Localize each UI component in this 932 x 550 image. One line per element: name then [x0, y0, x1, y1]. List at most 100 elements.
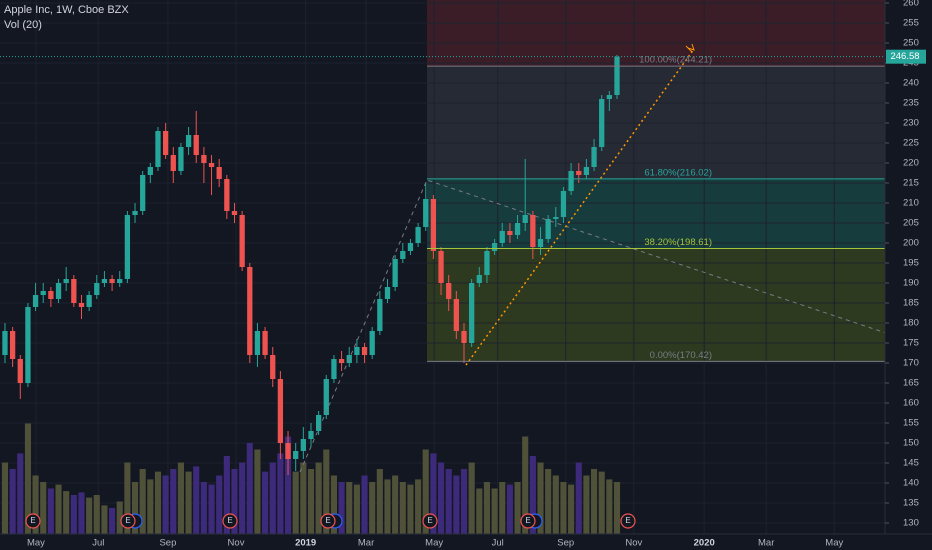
fib-label: 61.80%(216.02)	[644, 167, 712, 178]
event-icon	[422, 513, 438, 529]
volume-bar	[407, 484, 414, 534]
fib-zone	[427, 0, 885, 67]
fib-label: 100.00%(244.21)	[639, 55, 712, 66]
candle-body	[522, 215, 528, 223]
y-tick-label: 240	[903, 78, 919, 89]
candle-body	[86, 295, 92, 307]
y-tick-label: 250	[903, 38, 919, 49]
candle-body	[78, 303, 85, 307]
volume-bar	[17, 453, 24, 534]
candle-body	[338, 359, 345, 363]
candle-body	[507, 231, 513, 235]
y-tick-label: 170	[903, 358, 919, 369]
volume-bar	[453, 475, 460, 534]
event-icon	[320, 513, 336, 529]
price-axis	[885, 0, 932, 534]
candle-body	[201, 155, 207, 163]
volume-bar	[269, 462, 276, 534]
candle-body	[415, 227, 421, 243]
volume-bar	[116, 501, 123, 534]
candle-body	[293, 451, 299, 459]
volume-bar	[491, 488, 498, 534]
candle-body	[530, 215, 536, 247]
last-price-label: 246.58	[890, 51, 919, 62]
volume-bar	[476, 488, 483, 534]
volume-bar	[552, 475, 559, 534]
candle-body	[323, 379, 329, 415]
candle-body	[446, 283, 452, 299]
volume-bar	[346, 482, 353, 534]
candle-body	[315, 415, 322, 431]
volume-bar	[537, 462, 544, 534]
candle-body	[48, 291, 54, 299]
volume-bar	[131, 482, 139, 534]
y-tick-label: 145	[903, 458, 919, 469]
y-tick-label: 235	[903, 98, 919, 109]
y-tick-label: 230	[903, 118, 919, 129]
candle-body	[606, 95, 612, 99]
volume-bar	[613, 482, 621, 534]
volume-bar	[460, 469, 468, 534]
candle-body	[231, 211, 238, 215]
candle-body	[361, 347, 368, 355]
candle-body	[2, 331, 8, 355]
y-tick-label: 150	[903, 438, 919, 449]
candle-body	[476, 275, 482, 283]
last-price-badge	[886, 49, 926, 64]
candle-body	[591, 147, 597, 167]
volume-bar	[560, 482, 567, 534]
y-tick-label: 180	[903, 318, 919, 329]
candle-body	[239, 215, 245, 267]
trend-arrow	[685, 43, 695, 53]
volume-bar	[239, 462, 246, 534]
volume-bar	[139, 469, 146, 534]
volume-bar	[430, 453, 437, 534]
volume-bar	[177, 462, 184, 534]
volume-bar	[216, 475, 223, 534]
volume-bar	[147, 479, 154, 534]
event-icon	[120, 513, 136, 529]
volume-bar	[47, 488, 54, 534]
event-label: E	[325, 516, 330, 525]
candle-body	[25, 307, 31, 383]
volume-bar	[1, 462, 9, 534]
candle-body	[101, 279, 108, 283]
volume-bar	[55, 484, 62, 534]
candle-body	[170, 155, 176, 171]
axes: 130 135 140 145 150 155 160 165 170 175 180 185 190 1…	[27, 0, 926, 549]
x-tick-label: Mar	[358, 538, 374, 549]
x-tick-label: Mar	[758, 538, 774, 549]
volume-bar	[63, 491, 70, 534]
volume-bar	[200, 482, 207, 534]
candle-body	[124, 215, 131, 279]
volume-bar	[583, 475, 590, 534]
volume-bar	[529, 456, 536, 534]
volume-bar	[24, 423, 31, 534]
y-tick-label: 195	[903, 258, 919, 269]
volume-bar	[422, 449, 429, 534]
volume-bar	[330, 475, 338, 534]
volume-bar	[506, 484, 513, 534]
candle-body	[377, 299, 383, 331]
candle-body	[469, 283, 475, 343]
volume-bar	[162, 475, 169, 534]
volume-bar	[246, 443, 253, 534]
volume-bar	[384, 479, 391, 534]
y-tick-label: 220	[903, 158, 919, 169]
volume-bar	[522, 436, 529, 534]
y-tick-label: 210	[903, 198, 919, 209]
y-tick-label: 130	[903, 518, 919, 529]
x-tick-label: Jul	[492, 538, 504, 549]
fib-levels: 100.00%(244.21) 61.80%(216.02) 38.20%(198.…	[0, 55, 885, 362]
candle-body	[614, 56, 620, 95]
candle-body	[40, 291, 46, 295]
candle-body	[185, 135, 192, 147]
volume-bar	[606, 479, 613, 534]
candle-body	[162, 131, 169, 155]
trend-line	[299, 179, 926, 473]
event-label: E	[625, 516, 630, 525]
candle-body	[55, 283, 62, 299]
volume-bar	[124, 462, 131, 534]
volume-bar	[353, 484, 360, 534]
candle-body	[400, 251, 406, 259]
